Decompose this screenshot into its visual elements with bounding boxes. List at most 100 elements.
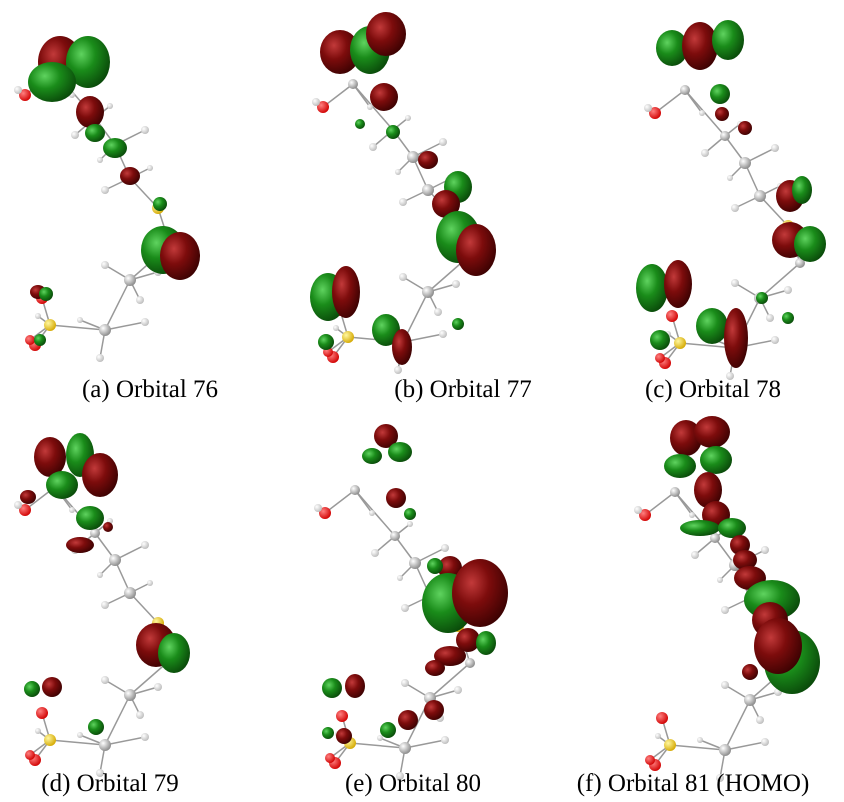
atom xyxy=(441,736,449,744)
atom xyxy=(25,750,35,760)
atom xyxy=(434,308,442,316)
atom xyxy=(422,286,434,298)
atom xyxy=(655,733,661,739)
orbital-lobe xyxy=(39,287,53,301)
caption: (b) Orbital 77 xyxy=(394,376,531,404)
orbital-lobe xyxy=(380,722,396,738)
atom xyxy=(369,143,377,151)
orbital-lobe xyxy=(120,167,140,185)
orbital-lobe xyxy=(452,318,464,330)
atom xyxy=(35,728,41,734)
atom xyxy=(101,676,109,684)
orbital-lobe xyxy=(476,631,496,655)
atom xyxy=(367,104,373,110)
atom xyxy=(336,710,348,722)
atom xyxy=(107,103,113,109)
caption: (e) Orbital 80 xyxy=(345,770,481,798)
atom xyxy=(395,169,401,175)
molecule xyxy=(14,433,190,777)
atom xyxy=(655,353,665,363)
atom xyxy=(401,679,409,687)
atom xyxy=(761,546,769,554)
atom xyxy=(394,366,402,374)
orbital-lobe xyxy=(386,125,400,139)
atom xyxy=(154,683,162,691)
atom xyxy=(101,601,109,609)
atom xyxy=(465,658,475,668)
atom xyxy=(439,330,447,338)
orbital-lobe xyxy=(682,22,718,70)
atom xyxy=(719,744,731,756)
atom xyxy=(399,198,407,206)
atom xyxy=(390,531,400,541)
orbital-lobe xyxy=(754,618,802,674)
orbital-lobe xyxy=(456,224,496,276)
atom xyxy=(69,507,75,513)
atom xyxy=(689,512,695,518)
atom xyxy=(739,157,751,169)
molecule xyxy=(634,416,820,782)
atom xyxy=(727,175,733,181)
bond xyxy=(130,593,158,623)
bond xyxy=(725,700,750,750)
bond xyxy=(105,737,145,745)
atom xyxy=(407,151,419,163)
atom xyxy=(14,501,22,509)
caption: (f) Orbital 81 (HOMO) xyxy=(577,770,810,798)
atom xyxy=(645,755,655,765)
orbital-lobe xyxy=(782,312,794,324)
orbital-lobe xyxy=(425,660,445,676)
orbital-lobe xyxy=(452,559,508,627)
orbital-lobe xyxy=(712,20,744,60)
atom xyxy=(147,580,153,586)
orbital-lobe xyxy=(103,522,113,532)
atom xyxy=(77,317,83,323)
atom xyxy=(96,354,104,362)
caption: (d) Orbital 79 xyxy=(41,770,178,798)
orbital-lobe xyxy=(742,664,758,680)
atom xyxy=(731,279,739,287)
orbital-lobe xyxy=(153,197,167,211)
molecule xyxy=(310,12,496,374)
orbital-lobe xyxy=(700,446,732,474)
figure: (a) Orbital 76 (b) Orbital 77 (c) Orbita… xyxy=(0,0,844,802)
orbital-lobe xyxy=(694,416,730,448)
orbital-lobe xyxy=(386,488,406,508)
atom xyxy=(399,273,407,281)
orbital-lobe xyxy=(322,727,334,739)
atom xyxy=(377,735,383,741)
atom xyxy=(761,738,769,746)
atom xyxy=(717,577,723,583)
orbital-lobe xyxy=(718,518,746,538)
orbital-lobe xyxy=(355,119,365,129)
atom xyxy=(674,337,686,349)
atom xyxy=(405,115,411,121)
orbital-lobe xyxy=(636,264,668,312)
orbital-lobe xyxy=(388,442,412,462)
orbital-lobe xyxy=(418,151,438,169)
orbital-lobe xyxy=(794,226,826,262)
atom xyxy=(441,544,449,552)
orbital-lobe xyxy=(345,674,365,698)
orbital-lobe xyxy=(322,678,342,698)
caption: (a) Orbital 76 xyxy=(82,376,218,404)
atom xyxy=(439,138,447,146)
atom xyxy=(35,313,41,319)
atom xyxy=(721,681,729,689)
atom xyxy=(699,110,705,116)
orbital-lobe xyxy=(82,453,118,497)
atom xyxy=(634,506,642,514)
orbital-lobe xyxy=(650,330,670,350)
atom xyxy=(136,296,144,304)
atom xyxy=(664,739,676,751)
atom xyxy=(141,733,149,741)
atom xyxy=(691,551,699,559)
atom xyxy=(754,190,766,202)
atom xyxy=(454,686,462,694)
atom xyxy=(452,280,460,288)
bond xyxy=(105,322,145,330)
atom xyxy=(756,716,764,724)
atom xyxy=(731,204,739,212)
atom xyxy=(99,324,111,336)
atom xyxy=(407,521,413,527)
